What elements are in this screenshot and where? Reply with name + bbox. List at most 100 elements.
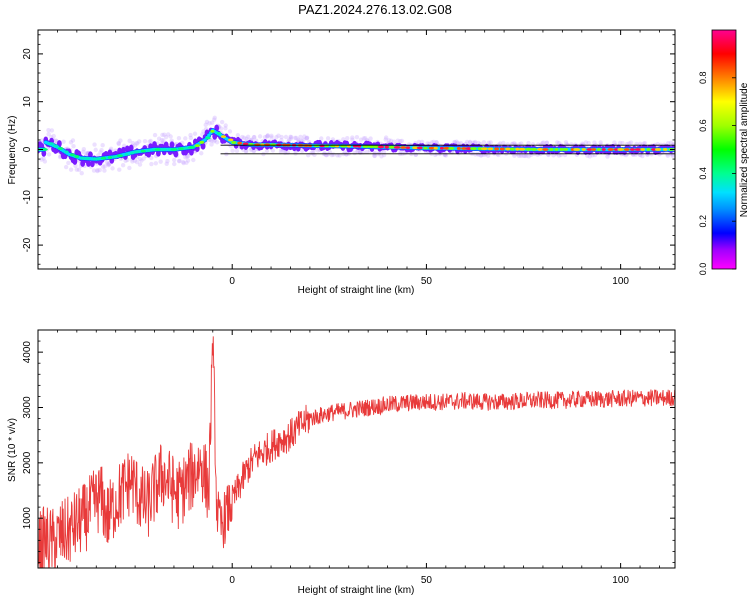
heatmap-haze <box>81 149 86 155</box>
heatmap-hotspot <box>573 148 581 151</box>
heatmap-haze <box>665 141 671 146</box>
heatmap-haze <box>46 127 51 133</box>
heatmap-hotspot <box>416 146 423 150</box>
heatmap-haze <box>265 134 270 139</box>
spectrogram-heatmap <box>38 115 675 176</box>
heatmap-haze <box>264 148 270 154</box>
heatmap-hotspot <box>188 146 196 149</box>
heatmap-haze <box>620 140 625 146</box>
heatmap-hotspot <box>423 146 428 150</box>
heatmap-haze <box>327 150 333 155</box>
heatmap-haze <box>357 149 363 155</box>
heatmap-hotspot <box>505 147 511 151</box>
heatmap-haze <box>413 152 418 158</box>
heatmap-haze <box>304 135 310 141</box>
heatmap-haze <box>357 150 363 155</box>
heatmap-haze <box>116 140 121 146</box>
snr-series-line <box>38 336 675 568</box>
heatmap-haze <box>219 119 225 125</box>
heatmap-haze <box>526 140 531 146</box>
heatmap-haze <box>309 150 314 156</box>
heatmap-hotspot <box>634 148 642 151</box>
heatmap-haze <box>130 140 136 146</box>
heatmap-haze <box>148 138 153 144</box>
heatmap-haze <box>274 135 279 140</box>
heatmap-haze <box>265 133 270 139</box>
heatmap-haze <box>177 158 182 164</box>
snr-x-axis-label: Height of straight line (km) <box>298 585 415 596</box>
heatmap-hotspot <box>100 156 107 160</box>
heatmap-haze <box>279 134 284 140</box>
heatmap-hotspot <box>536 148 544 151</box>
heatmap-haze <box>180 159 186 165</box>
heatmap-haze <box>292 135 298 141</box>
heatmap-haze <box>165 158 170 164</box>
heatmap-haze <box>467 140 473 145</box>
heatmap-hotspot <box>662 148 668 151</box>
heatmap-haze <box>104 160 110 165</box>
heatmap-haze <box>345 136 350 141</box>
heatmap-haze <box>49 128 55 133</box>
heatmap-hotspot <box>308 144 313 148</box>
snr-y-tick-label: 3000 <box>22 396 33 419</box>
heatmap-hotspot <box>357 145 362 148</box>
heatmap-haze <box>416 139 422 145</box>
heatmap-haze <box>134 159 140 165</box>
heatmap-haze <box>541 140 546 145</box>
colorbar-tick-label: 0.6 <box>698 119 708 132</box>
heatmap-haze <box>668 140 674 146</box>
colorbar-tick-label: 0.0 <box>698 263 708 276</box>
heatmap-hotspot <box>129 151 135 155</box>
heatmap-hotspot <box>607 148 614 151</box>
heatmap-haze <box>110 166 115 171</box>
heatmap-haze <box>344 152 349 157</box>
heatmap-haze <box>209 138 214 143</box>
figure-title: PAZ1.2024.276.13.02.G08 <box>298 2 452 17</box>
heatmap-haze <box>364 149 370 154</box>
heatmap-hotspot <box>253 143 261 147</box>
heatmap-haze <box>498 141 503 146</box>
heatmap-hotspot <box>47 142 55 146</box>
heatmap-haze <box>386 138 392 143</box>
heatmap-haze <box>160 132 165 138</box>
heatmap-haze <box>278 149 284 155</box>
heatmap-haze <box>127 138 132 144</box>
heatmap-hotspot <box>651 148 657 151</box>
heatmap-haze <box>123 158 128 164</box>
heatmap-haze <box>442 152 447 157</box>
snr-x-tick-label: 0 <box>229 575 235 586</box>
heatmap-haze <box>183 155 188 160</box>
heatmap-haze <box>486 140 491 146</box>
heatmap-hotspot <box>614 148 619 151</box>
heatmap-haze <box>383 135 389 140</box>
heatmap-haze <box>46 131 51 137</box>
heatmap-hotspot <box>177 147 185 151</box>
heatmap-haze <box>288 134 294 140</box>
colorbar-label: Normalized spectral amplitude <box>739 82 750 217</box>
heatmap-hotspot <box>69 153 76 157</box>
heatmap-haze <box>241 135 247 141</box>
heatmap-haze <box>209 120 215 125</box>
colorbar-tick-label: 0.8 <box>698 72 708 85</box>
heatmap-hotspot <box>487 147 494 151</box>
heatmap-haze <box>419 139 425 145</box>
heatmap-hotspot <box>477 147 483 151</box>
heatmap-haze <box>592 140 597 145</box>
heatmap-haze <box>563 140 569 145</box>
heatmap-haze <box>68 140 74 145</box>
heatmap-haze <box>443 153 449 158</box>
heatmap-haze <box>262 134 268 140</box>
heatmap-haze <box>147 139 152 144</box>
heatmap-hotspot <box>227 138 234 142</box>
heatmap-hotspot <box>629 148 636 151</box>
heatmap-haze <box>132 143 138 148</box>
heatmap-haze <box>379 154 384 159</box>
heatmap-haze <box>337 153 342 158</box>
heatmap-haze <box>431 139 436 145</box>
heatmap-haze <box>376 152 381 157</box>
heatmap-body <box>128 144 134 152</box>
heatmap-haze <box>135 141 140 146</box>
heatmap-haze <box>304 135 310 140</box>
heatmap-hotspot <box>154 148 162 151</box>
